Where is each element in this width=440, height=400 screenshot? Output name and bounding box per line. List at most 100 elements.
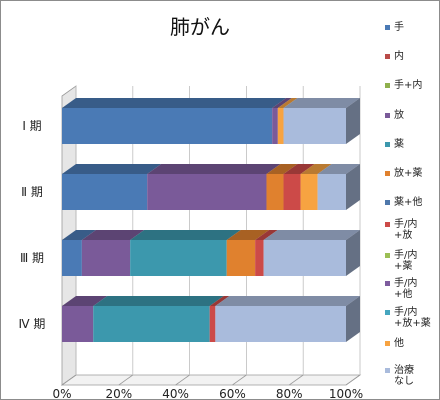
bar-front-face <box>62 108 273 144</box>
bar-top-face <box>215 296 360 306</box>
bar-top-face <box>277 98 298 108</box>
bar-top-face <box>272 98 292 108</box>
legend-item: 放 <box>385 108 404 121</box>
bar-segment <box>62 230 96 276</box>
legend-label: 手/内 <box>394 305 417 318</box>
floor-gridline <box>288 374 304 386</box>
legend-swatch <box>385 142 390 147</box>
legend-item: 手/内+他 <box>385 276 417 300</box>
bar-segment <box>300 164 332 210</box>
legend-label: 手 <box>394 20 404 33</box>
bar-front-face <box>81 240 131 276</box>
bar-top-face <box>209 296 230 306</box>
bar-front-face <box>62 240 82 276</box>
legend-swatch <box>385 253 390 258</box>
legend-item: 薬+他 <box>385 195 422 208</box>
category-label: Ⅲ 期 <box>20 251 44 265</box>
legend-label: 放 <box>394 108 404 121</box>
bar-segment <box>93 296 224 342</box>
bar-front-face <box>209 306 216 342</box>
legend-swatch <box>385 171 390 176</box>
bar-front-face <box>300 174 318 210</box>
bar-top-face <box>93 296 224 306</box>
bar-segment <box>272 98 292 144</box>
bar-front-face <box>277 108 284 144</box>
legend-label: 他 <box>394 336 404 349</box>
bar-group <box>62 98 360 342</box>
x-tick-label: 60% <box>219 387 246 400</box>
floor-gridline <box>175 374 190 386</box>
legend-item: 放+薬 <box>385 166 422 179</box>
legend-swatch <box>385 310 390 315</box>
bar-front-face <box>263 240 346 276</box>
floor-gridline <box>61 374 77 386</box>
bar-segment <box>130 230 241 276</box>
legend-item: 手/内+放+薬 <box>385 305 431 329</box>
bar-top-face <box>62 98 287 108</box>
legend-label: 放+薬 <box>394 166 422 179</box>
bar-front-face <box>317 174 346 210</box>
legend-swatch <box>385 113 390 118</box>
bar-front-face <box>93 306 210 342</box>
category-label: Ⅳ 期 <box>19 317 46 331</box>
bar-front-face <box>283 108 346 144</box>
bar-front-face <box>62 306 94 342</box>
legend-item: 他 <box>385 336 404 349</box>
bar-front-face <box>62 174 148 210</box>
bar-segment <box>226 230 270 276</box>
bar-front-face <box>283 174 301 210</box>
legend-swatch <box>385 200 390 205</box>
bar-front-face <box>272 108 278 144</box>
chart-title: 肺がん <box>170 15 230 39</box>
bar-segment <box>283 164 315 210</box>
legend-item: 手/内+放 <box>385 217 417 241</box>
x-tick-label: 100% <box>329 387 363 400</box>
bar-segment <box>263 230 360 276</box>
x-tick-label: 80% <box>276 387 303 400</box>
bar-side-face <box>346 164 360 210</box>
legend-label: +他 <box>394 287 412 300</box>
legend-swatch <box>385 25 390 30</box>
floor-gridline <box>232 374 247 386</box>
bar-front-face <box>226 240 256 276</box>
bar-front-face <box>130 240 227 276</box>
bar-segment <box>255 230 278 276</box>
x-tick-label: 0% <box>52 387 71 400</box>
floor-gridline <box>345 374 361 386</box>
bar-top-face <box>283 164 315 174</box>
legend-swatch <box>385 83 390 88</box>
floor-wall <box>60 374 362 386</box>
bar-top-face <box>266 164 298 174</box>
legend-label: 治療 <box>394 363 414 376</box>
legend-swatch <box>385 281 390 286</box>
category-label: Ⅱ 期 <box>21 185 43 199</box>
legend-label: +薬 <box>394 260 412 272</box>
x-axis-ticks: 0% 20% 40% 60% 80% 100% <box>52 387 363 400</box>
legend-swatch <box>385 341 390 346</box>
bar-side-face <box>346 296 360 342</box>
bar-top-face <box>317 164 360 174</box>
bar-top-face <box>147 164 281 174</box>
legend-item: 手/内+薬 <box>385 248 417 272</box>
legend-swatch <box>385 222 390 227</box>
bar-top-face <box>283 98 360 108</box>
bar-top-face <box>263 230 360 240</box>
legend-item: 手 <box>385 20 404 33</box>
legend-swatch <box>385 368 390 373</box>
bar-top-face <box>62 230 96 240</box>
category-label: Ⅰ 期 <box>22 119 41 133</box>
x-tick-label: 40% <box>162 387 189 400</box>
x-tick-label: 20% <box>105 387 132 400</box>
legend-item: 内 <box>385 49 404 62</box>
legend-label: 手+内 <box>394 78 422 91</box>
legend-label: +放+薬 <box>394 316 431 329</box>
legend-label: 手/内 <box>394 248 417 261</box>
legend-label: +放 <box>394 228 412 241</box>
bar-top-face <box>130 230 241 240</box>
bar-front-face <box>255 240 264 276</box>
bar-side-face <box>346 98 360 144</box>
bar-top-face <box>226 230 270 240</box>
